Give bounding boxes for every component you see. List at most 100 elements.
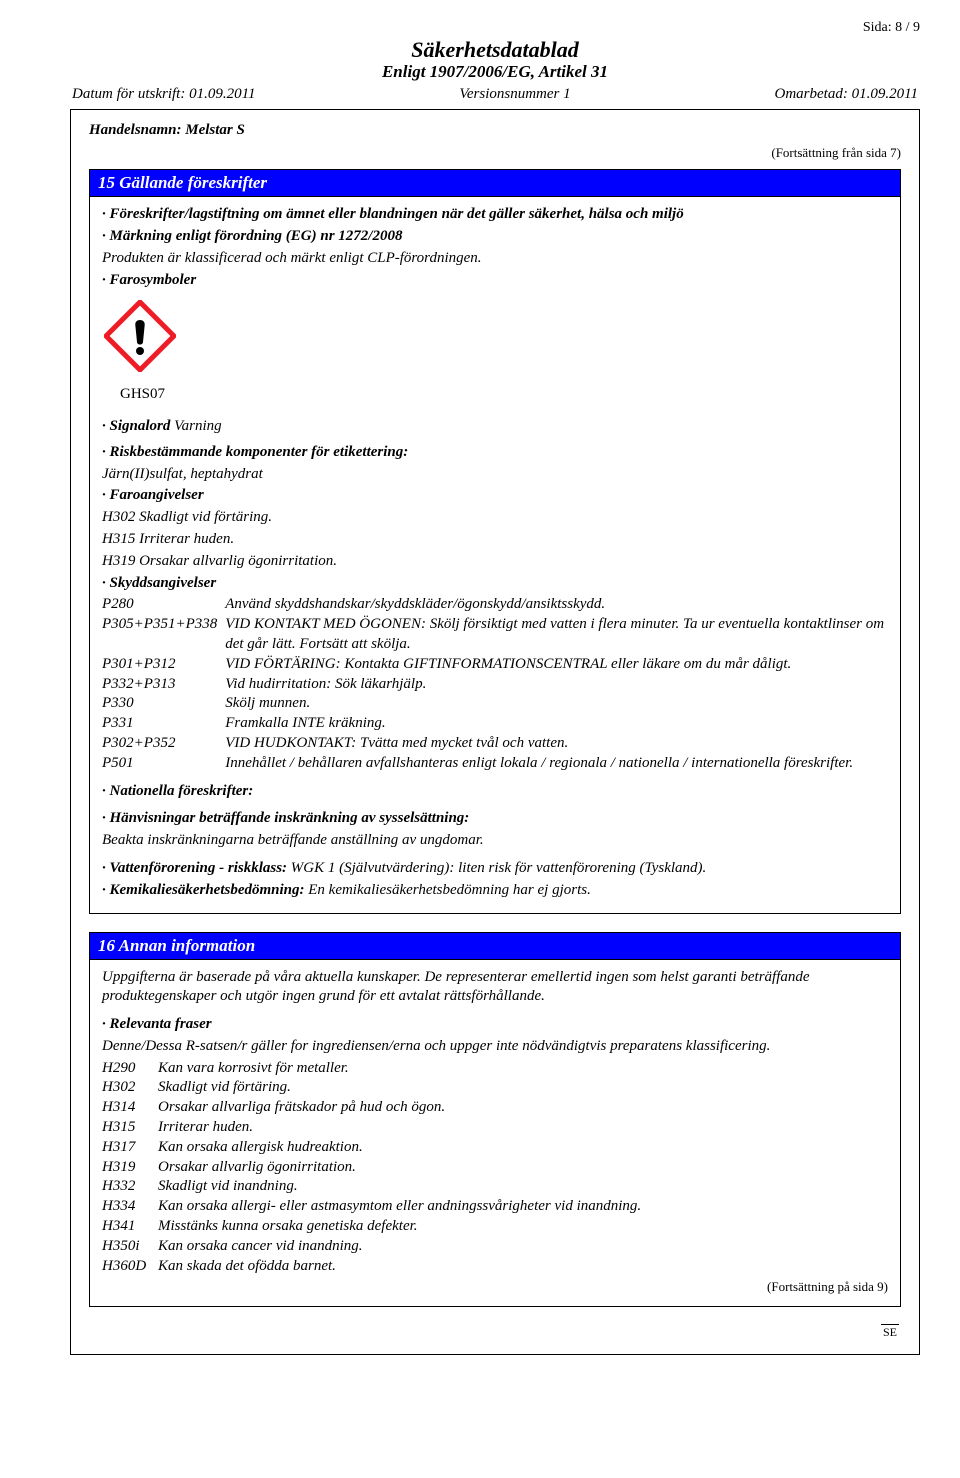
p-row: P301+P312VID FÖRTÄRING: Kontakta GIFTINF… [102, 655, 888, 675]
document-subtitle: Enligt 1907/2006/EG, Artikel 31 [70, 62, 920, 82]
h-code: H350i [102, 1237, 158, 1257]
h315: H315 Irriterar huden. [102, 530, 888, 550]
h-row: H334Kan orsaka allergi- eller astmasymto… [102, 1197, 888, 1217]
h-text: Skadligt vid förtäring. [158, 1078, 291, 1098]
p-row: P305+P351+P338VID KONTAKT MED ÖGONEN: Sk… [102, 615, 888, 655]
print-date: Datum för utskrift: 01.09.2011 [72, 86, 255, 103]
h-text: Orsakar allvarliga frätskador på hud och… [158, 1098, 445, 1118]
p-statements-table: P280Använd skyddshandskar/skyddskläder/ö… [102, 595, 888, 773]
trade-name: Handelsnamn: Melstar S [89, 122, 901, 139]
relevant-phrases-intro: Denne/Dessa R-satsen/r gäller for ingred… [102, 1037, 888, 1057]
marking-label: · Märkning enligt förordning (EG) nr 127… [102, 227, 888, 247]
h-text: Skadligt vid inandning. [158, 1177, 298, 1197]
h-row: H315Irriterar huden. [102, 1118, 888, 1138]
section-15: 15 Gällande föreskrifter · Föreskrifter/… [89, 169, 901, 913]
p-code: P301+P312 [102, 655, 225, 675]
h-code: H317 [102, 1138, 158, 1158]
content-frame: Handelsnamn: Melstar S (Fortsättning frå… [70, 109, 920, 1354]
p-row: P280Använd skyddshandskar/skyddskläder/ö… [102, 595, 888, 615]
h-row: H350iKan orsaka cancer vid inandning. [102, 1237, 888, 1257]
h-code: H332 [102, 1177, 158, 1197]
water-label: · Vattenförorening - riskklass: [102, 860, 287, 876]
p-row: P302+P352VID HUDKONTAKT: Tvätta med myck… [102, 734, 888, 754]
p-text: Vid hudirritation: Sök läkarhjälp. [225, 675, 888, 695]
h-phrases-list: H290Kan vara korrosivt för metaller. H30… [102, 1059, 888, 1277]
water-text: WGK 1 (Självutvärdering): liten risk för… [291, 860, 707, 876]
marking-text: Produkten är klassificerad och märkt enl… [102, 249, 888, 269]
precautionary-label: · Skyddsangivelser [102, 574, 888, 594]
section-16-body: Uppgifterna är baserade på våra aktuella… [90, 960, 900, 1306]
h-text: Kan orsaka cancer vid inandning. [158, 1237, 363, 1257]
h-row: H360DKan skada det ofödda barnet. [102, 1257, 888, 1277]
p-code: P280 [102, 595, 225, 615]
p-text: Skölj munnen. [225, 694, 888, 714]
p-row: P331Framkalla INTE kräkning. [102, 714, 888, 734]
ghs-exclamation-icon [104, 300, 176, 372]
p-text: VID FÖRTÄRING: Kontakta GIFTINFORMATIONS… [225, 655, 888, 675]
h-row: H290Kan vara korrosivt för metaller. [102, 1059, 888, 1079]
h-code: H302 [102, 1078, 158, 1098]
continuation-to: (Fortsättning på sida 9) [102, 1278, 888, 1295]
section16-intro: Uppgifterna är baserade på våra aktuella… [102, 968, 888, 1008]
p-text: VID HUDKONTAKT: Tvätta med mycket tvål o… [225, 734, 888, 754]
employment-text: Beakta inskränkningarna beträffande anst… [102, 831, 888, 851]
h-row: H314Orsakar allvarliga frätskador på hud… [102, 1098, 888, 1118]
p-code: P331 [102, 714, 225, 734]
p-row: P332+P313Vid hudirritation: Sök läkarhjä… [102, 675, 888, 695]
h-text: Kan orsaka allergisk hudreaktion. [158, 1138, 363, 1158]
signal-value: Varning [174, 418, 222, 434]
h-row: H317Kan orsaka allergisk hudreaktion. [102, 1138, 888, 1158]
h-text: Irriterar huden. [158, 1118, 253, 1138]
revised-date: Omarbetad: 01.09.2011 [775, 86, 918, 103]
h-code: H314 [102, 1098, 158, 1118]
h-row: H302Skadligt vid förtäring. [102, 1078, 888, 1098]
p-code: P332+P313 [102, 675, 225, 695]
water-pollution-row: · Vattenförorening - riskklass: WGK 1 (S… [102, 859, 888, 879]
h-text: Kan vara korrosivt för metaller. [158, 1059, 349, 1079]
language-code: SE [89, 1325, 901, 1340]
signal-label: · Signalord [102, 418, 170, 434]
p-text: VID KONTAKT MED ÖGONEN: Skölj försiktigt… [225, 615, 888, 655]
h-text: Misstänks kunna orsaka genetiska defekte… [158, 1217, 418, 1237]
p-text: Framkalla INTE kräkning. [225, 714, 888, 734]
signal-word-row: · Signalord Varning [102, 417, 888, 437]
employment-label: · Hänvisningar beträffande inskränkning … [102, 809, 888, 829]
h-row: H319Orsakar allvarlig ögonirritation. [102, 1158, 888, 1178]
chem-text: En kemikaliesäkerhetsbedömning har ej gj… [308, 882, 591, 898]
h-row: H341Misstänks kunna orsaka genetiska def… [102, 1217, 888, 1237]
h-code: H319 [102, 1158, 158, 1178]
h319: H319 Orsakar allvarlig ögonirritation. [102, 552, 888, 572]
h-code: H341 [102, 1217, 158, 1237]
p-row: P330Skölj munnen. [102, 694, 888, 714]
page: Sida: 8 / 9 Säkerhetsdatablad Enligt 190… [0, 0, 960, 1385]
h-row: H332Skadligt vid inandning. [102, 1177, 888, 1197]
section-15-header: 15 Gällande föreskrifter [90, 170, 900, 197]
document-title: Säkerhetsdatablad [70, 38, 920, 62]
meta-row: Datum för utskrift: 01.09.2011 Versionsn… [70, 86, 920, 103]
p-row: P501Innehållet / behållaren avfallshante… [102, 754, 888, 774]
section-15-body: · Föreskrifter/lagstiftning om ämnet ell… [90, 197, 900, 912]
section-16-header: 16 Annan information [90, 933, 900, 960]
continuation-from: (Fortsättning från sida 7) [89, 145, 901, 161]
h-text: Kan skada det ofödda barnet. [158, 1257, 336, 1277]
risk-components-value: Järn(II)sulfat, heptahydrat [102, 465, 888, 485]
pictogram-label: · Farosymboler [102, 271, 888, 291]
regulations-label: · Föreskrifter/lagstiftning om ämnet ell… [102, 205, 888, 225]
h-code: H290 [102, 1059, 158, 1079]
p-code: P305+P351+P338 [102, 615, 225, 655]
ghs-code: GHS07 [120, 385, 888, 405]
p-code: P330 [102, 694, 225, 714]
page-number: Sida: 8 / 9 [70, 20, 920, 36]
p-text: Använd skyddshandskar/skyddskläder/ögons… [225, 595, 888, 615]
h-text: Kan orsaka allergi- eller astmasymtom el… [158, 1197, 641, 1217]
p-code: P302+P352 [102, 734, 225, 754]
h-code: H334 [102, 1197, 158, 1217]
p-text: Innehållet / behållaren avfallshanteras … [225, 754, 888, 774]
h-text: Orsakar allvarlig ögonirritation. [158, 1158, 356, 1178]
chem-label: · Kemikaliesäkerhetsbedömning: [102, 882, 305, 898]
ghs07-pictogram [104, 300, 888, 379]
risk-components-label: · Riskbestämmande komponenter för etiket… [102, 443, 888, 463]
section-16: 16 Annan information Uppgifterna är base… [89, 932, 901, 1307]
hazard-statements-label: · Faroangivelser [102, 486, 888, 506]
national-regs-label: · Nationella föreskrifter: [102, 782, 888, 802]
